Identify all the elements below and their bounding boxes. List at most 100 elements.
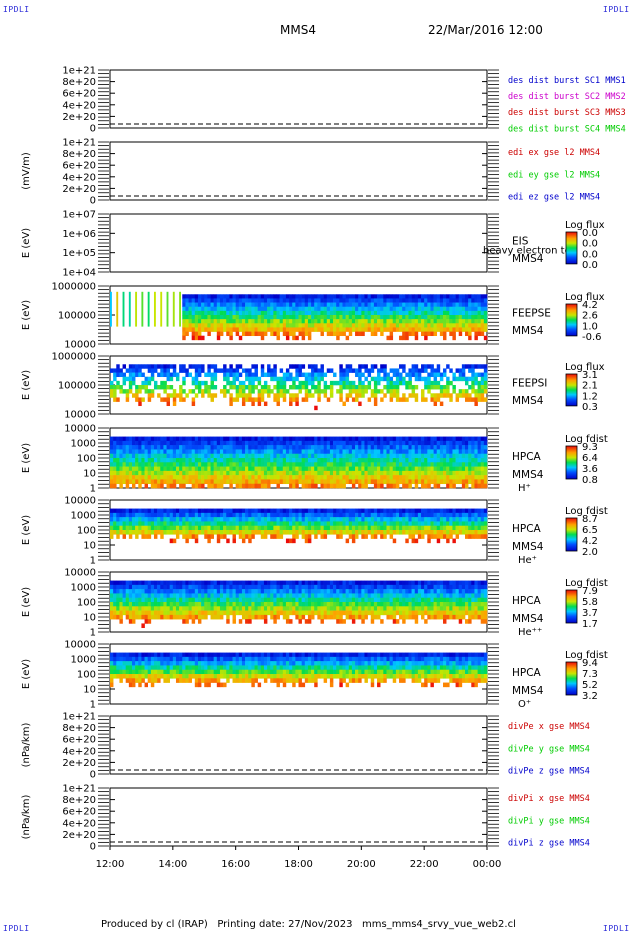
heatmap-cell-hpca_he	[329, 521, 334, 527]
heatmap-cell-hpca_he	[276, 525, 280, 531]
heatmap-cell-hpca_he	[471, 517, 475, 522]
heatmap-cell-hpca_hepp	[320, 589, 324, 594]
heatmap-cell-hpca_hepp	[245, 589, 249, 594]
heatmap-cell-hpca_h	[458, 479, 463, 485]
heatmap-cell-hpca_he	[326, 512, 331, 518]
heatmap-cell-hpca_he	[122, 512, 127, 518]
heatmap-cell-hpca_he	[436, 538, 441, 544]
heatmap-cell-hpca_he	[122, 517, 127, 522]
heatmap-cell-feepse	[188, 327, 192, 332]
heatmap-cell-hpca_hepp	[207, 584, 211, 590]
heatmap-cell-feepse	[446, 294, 450, 299]
heatmap-cell-feepsi	[166, 372, 170, 378]
heatmap-cell-hpca_he	[270, 525, 274, 531]
heatmap-cell-hpca_he	[436, 534, 441, 539]
heatmap-cell-hpca_h	[405, 449, 409, 455]
heatmap-cell-feepse	[474, 327, 478, 332]
heatmap-cell-hpca_h	[323, 436, 328, 442]
heatmap-cell-feepsi	[392, 380, 397, 386]
heatmap-cell-feepsi	[197, 372, 202, 378]
heatmap-cell-feepse	[235, 306, 240, 312]
heatmap-cell-hpca_h	[301, 453, 306, 459]
heatmap-cell-hpca_h	[122, 470, 127, 476]
heatmap-cell-feepse	[185, 298, 189, 303]
heatmap-cell-hpca_he	[408, 530, 412, 535]
heatmap-cell-hpca_hepp	[276, 614, 280, 620]
heatmap-cell-hpca_h	[116, 449, 120, 455]
heatmap-cell-hpca_h	[399, 466, 403, 472]
heatmap-cell-feepse	[342, 298, 346, 303]
heatmap-cell-feepse	[194, 335, 199, 341]
heatmap-cell-hpca_he	[411, 538, 416, 544]
heatmap-cell-hpca_h	[169, 475, 174, 480]
heatmap-cell-hpca_h	[358, 440, 362, 446]
heatmap-cell-hpca_h	[355, 445, 359, 450]
heatmap-cell-feepsi	[194, 376, 199, 382]
heatmap-cell-hpca_h	[345, 445, 350, 450]
heatmap-cell-hpca_hepp	[314, 610, 318, 616]
heatmap-cell-feepse	[433, 331, 438, 337]
heatmap-cell-feepse	[449, 315, 453, 320]
heatmap-cell-hpca_h	[191, 458, 196, 463]
heatmap-cell-hpca_he	[383, 508, 387, 514]
heatmap-cell-hpca_h	[128, 458, 133, 463]
heatmap-cell-hpca_he	[421, 521, 425, 527]
heatmap-cell-feepsi	[342, 401, 346, 407]
heatmap-cell-hpca_he	[424, 530, 428, 535]
heatmap-cell-feepsi	[405, 397, 409, 402]
heatmap-cell-hpca_h	[443, 436, 447, 442]
heatmap-cell-feepse	[395, 327, 400, 332]
heatmap-cell-feepsi	[421, 397, 425, 402]
heatmap-cell-hpca_h	[326, 458, 331, 463]
heatmap-cell-feepse	[455, 327, 460, 332]
heatmap-cell-hpca_he	[298, 521, 302, 527]
heatmap-cell-hpca_hepp	[175, 602, 180, 607]
heatmap-cell-hpca_hepp	[110, 597, 114, 603]
heatmap-cell-hpca_h	[289, 436, 293, 442]
heatmap-cell-feepse	[361, 302, 365, 308]
heatmap-cell-hpca_h	[226, 440, 230, 446]
heatmap-cell-hpca_he	[417, 521, 422, 527]
heatmap-cell-hpca_h	[251, 453, 255, 459]
heatmap-cell-feepse	[223, 302, 227, 308]
heatmap-cell-hpca_hepp	[150, 580, 155, 586]
heatmap-cell-hpca_he	[355, 512, 359, 518]
heatmap-cell-feepse	[433, 306, 438, 312]
heatmap-cell-feepsi	[263, 389, 268, 394]
heatmap-cell-hpca_hepp	[153, 589, 158, 594]
heatmap-cell-feepse	[399, 294, 403, 299]
heatmap-cell-hpca_h	[172, 436, 177, 442]
heatmap-cell-feepse	[257, 302, 262, 308]
heatmap-cell-hpca_h	[417, 479, 422, 485]
heatmap-cell-feepsi	[424, 385, 428, 390]
heatmap-cell-hpca_h	[345, 479, 350, 485]
heatmap-cell-hpca_h	[260, 436, 265, 442]
heatmap-cell-feepsi	[355, 397, 359, 402]
heatmap-cell-hpca_hepp	[317, 614, 321, 620]
heatmap-cell-hpca_hepp	[257, 602, 262, 607]
heatmap-cell-feepse	[254, 331, 258, 337]
heatmap-cell-hpca_he	[248, 517, 252, 522]
heatmap-cell-hpca_h	[383, 466, 387, 472]
heatmap-cell-hpca_h	[219, 479, 224, 485]
heatmap-cell-hpca_h	[125, 462, 130, 467]
heatmap-cell-feepse	[197, 315, 202, 320]
heatmap-cell-hpca_hepp	[260, 589, 265, 594]
heatmap-cell-feepse	[232, 319, 236, 324]
heatmap-cell-hpca_he	[179, 508, 183, 514]
heatmap-cell-feepsi	[138, 368, 142, 373]
heatmap-cell-hpca_h	[175, 479, 180, 485]
heatmap-cell-feepsi	[370, 389, 375, 394]
heatmap-cell-hpca_h	[188, 445, 192, 450]
heatmap-cell-hpca_he	[405, 512, 409, 518]
heatmap-cell-hpca_h	[480, 436, 485, 442]
heatmap-cell-feepse	[424, 331, 428, 337]
heatmap-cell-feepse	[307, 294, 312, 299]
heatmap-cell-hpca_hepp	[131, 602, 136, 607]
heatmap-cell-hpca_he	[169, 530, 174, 535]
heatmap-cell-feepse	[289, 298, 293, 303]
heatmap-cell-hpca_hepp	[314, 593, 318, 599]
heatmap-cell-feepse	[326, 302, 331, 308]
heatmap-cell-feepse	[323, 327, 328, 332]
heatmap-cell-hpca_hepp	[311, 584, 315, 590]
